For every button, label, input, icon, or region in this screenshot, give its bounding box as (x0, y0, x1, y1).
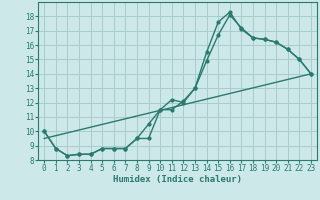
X-axis label: Humidex (Indice chaleur): Humidex (Indice chaleur) (113, 175, 242, 184)
